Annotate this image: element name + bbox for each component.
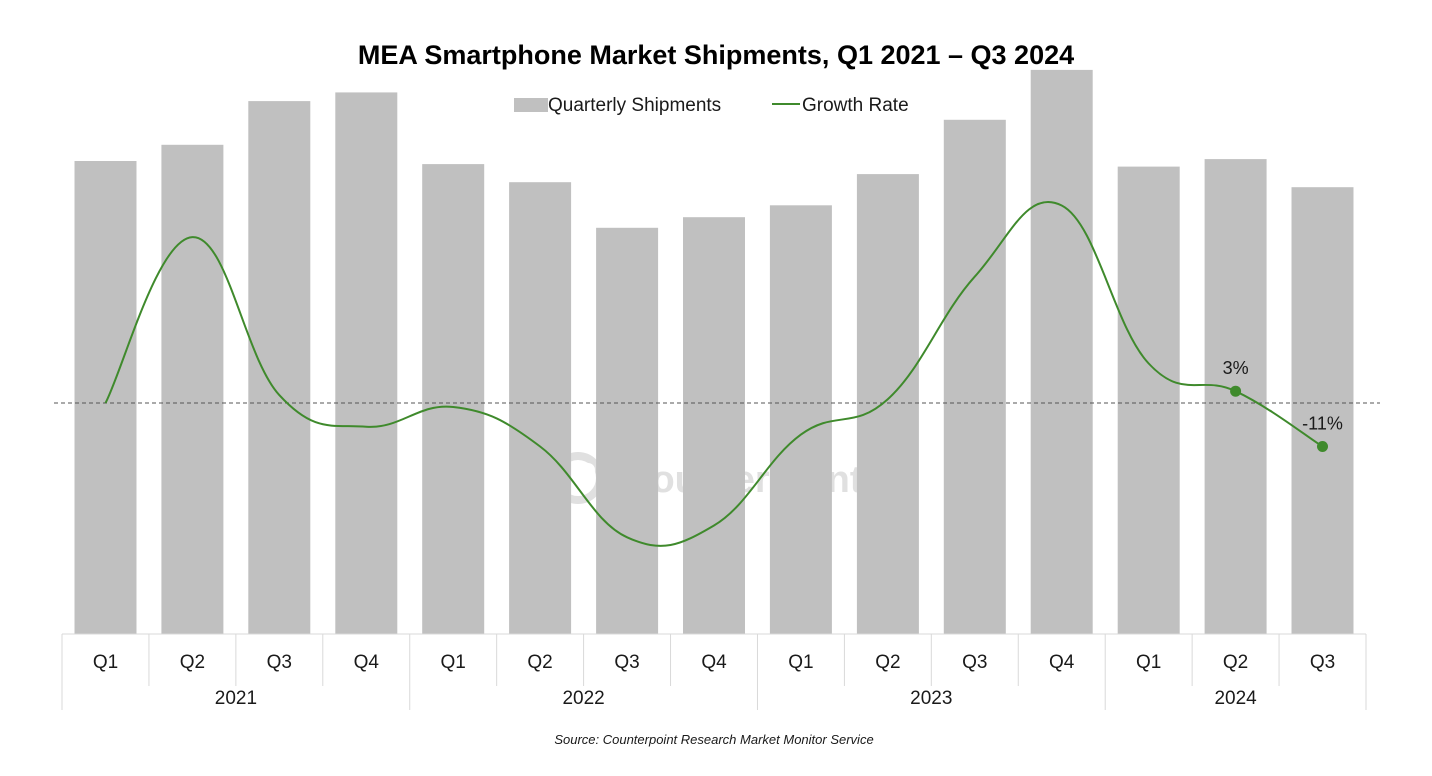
bar-4: [335, 92, 398, 634]
legend-label-growth: Growth Rate: [802, 95, 909, 116]
bar-15: [1291, 187, 1354, 634]
bar-9: [769, 205, 832, 635]
bars-layer: [74, 69, 1354, 635]
tick-label-1: Q1: [93, 652, 118, 673]
tick-label-10: Q2: [875, 652, 900, 673]
tick-label-12: Q4: [1049, 652, 1075, 673]
category-axis: Q1 Q2 Q3 Q4 Q1 Q2 Q3 Q4 Q1 Q2 Q3 Q4 Q1 Q2 Q3 2021 2022 20…: [61, 633, 1367, 710]
bar-3: [248, 101, 311, 635]
bar-8: [683, 217, 745, 634]
bar-7: [596, 227, 659, 635]
chart-title: MEA Smartphone Market Shipments, Q1 2021…: [358, 40, 1074, 70]
legend-swatch-shipments: [514, 98, 548, 112]
growth-label-15: -11%: [1302, 414, 1343, 434]
tick-label-2: Q2: [180, 652, 205, 673]
tick-label-15: Q3: [1310, 652, 1335, 673]
bar-1: [74, 161, 137, 634]
bar-13: [1117, 166, 1180, 634]
year-label-2023: 2023: [910, 688, 952, 709]
tick-label-8: Q4: [701, 652, 727, 673]
year-label-2021: 2021: [215, 688, 257, 709]
bar-2: [161, 144, 224, 635]
growth-marker-15: [1317, 441, 1328, 452]
tick-label-13: Q1: [1136, 652, 1161, 673]
tick-label-4: Q4: [354, 652, 380, 673]
legend: Quarterly Shipments Growth Rate: [514, 95, 909, 116]
year-label-2024: 2024: [1214, 688, 1257, 709]
source-note: Source: Counterpoint Research Market Mon…: [554, 732, 873, 747]
tick-label-14: Q2: [1223, 652, 1248, 673]
tick-label-7: Q3: [614, 652, 639, 673]
growth-label-14: 3%: [1223, 358, 1249, 378]
bar-12: [1030, 69, 1093, 634]
growth-rate-line: [104, 201, 1324, 547]
tick-label-11: Q3: [962, 652, 987, 673]
bar-11: [943, 119, 1006, 635]
bar-10: [856, 174, 919, 634]
legend-label-shipments: Quarterly Shipments: [548, 95, 721, 116]
growth-marker-14: [1230, 385, 1242, 397]
tick-label-6: Q2: [527, 652, 552, 673]
growth-rate-markers: 3% -11%: [1223, 358, 1343, 452]
tick-label-3: Q3: [267, 652, 292, 673]
year-label-2022: 2022: [562, 688, 604, 709]
tick-label-5: Q1: [441, 652, 466, 673]
tick-label-9: Q1: [788, 652, 813, 673]
bar-5: [422, 164, 485, 634]
bar-6: [509, 182, 572, 634]
